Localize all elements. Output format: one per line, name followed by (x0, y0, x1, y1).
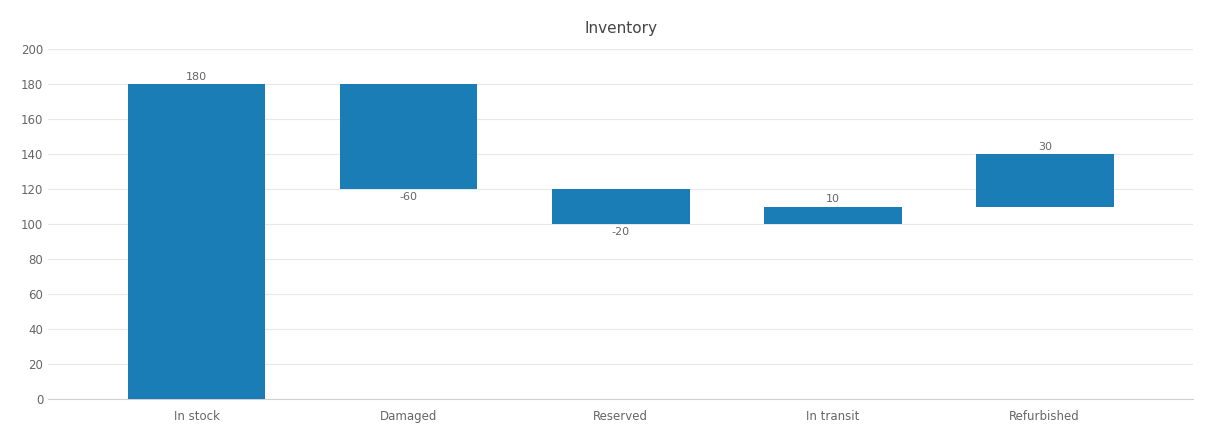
Bar (551, 189, 690, 224)
Text: 10: 10 (826, 194, 840, 204)
Text: -60: -60 (399, 192, 418, 202)
Bar (764, 207, 902, 224)
Text: 30: 30 (1038, 142, 1051, 152)
Bar (340, 84, 477, 189)
Text: -20: -20 (612, 227, 630, 237)
Title: Inventory: Inventory (584, 21, 657, 36)
Text: 180: 180 (186, 72, 208, 82)
Bar (127, 84, 266, 399)
Bar (976, 155, 1113, 207)
